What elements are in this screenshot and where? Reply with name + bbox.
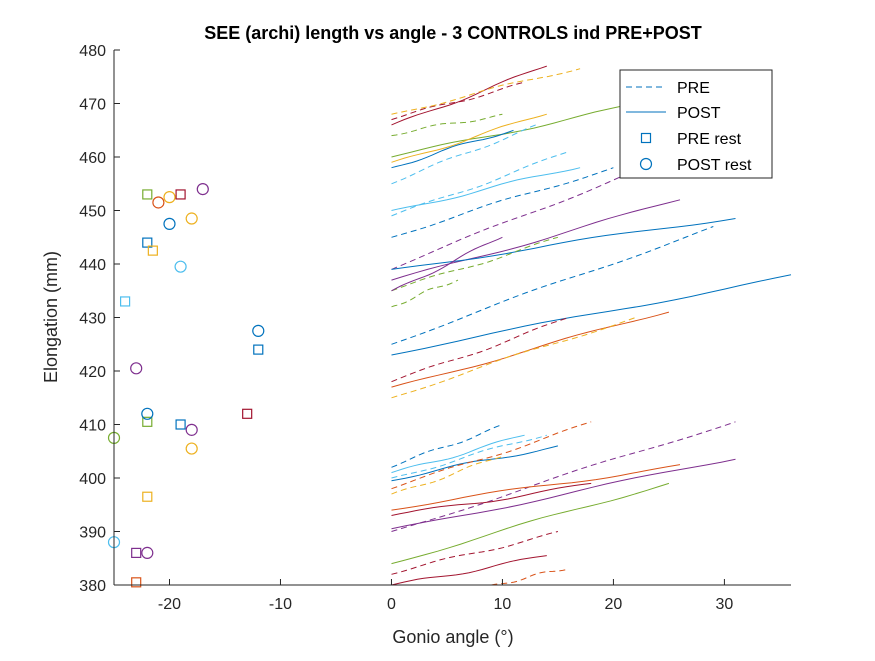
series-line-16 — [391, 236, 503, 292]
legend-label-2: PRE rest — [677, 131, 742, 148]
series-line-29 — [391, 464, 681, 511]
series-line-12 — [391, 199, 681, 281]
post-rest-marker-21 — [185, 423, 198, 436]
y-tick-label-10: 480 — [79, 43, 106, 60]
series-line-33 — [391, 531, 559, 575]
legend-post-rest-marker — [639, 157, 653, 171]
series-layer — [391, 65, 792, 586]
pre-rest-marker-3 — [147, 245, 158, 256]
series-line-6 — [391, 129, 514, 169]
series-line-1 — [391, 65, 547, 126]
post-rest-marker-16 — [163, 217, 176, 230]
series-line-24 — [391, 434, 547, 479]
series-line-10 — [391, 167, 614, 238]
y-tick-label-7: 450 — [79, 204, 106, 221]
series-line-28 — [391, 421, 736, 532]
series-line-21 — [391, 317, 636, 399]
post-rest-marker-19 — [130, 362, 143, 375]
series-line-0 — [391, 81, 525, 121]
series-line-30 — [391, 482, 592, 516]
x-axis-label: Gonio angle (°) — [392, 627, 513, 647]
post-rest-marker-15 — [185, 212, 198, 225]
series-line-14 — [391, 226, 714, 345]
series-line-19 — [391, 317, 570, 383]
legend: PRE POST PRE rest POST rest — [619, 69, 773, 179]
post-rest-marker-17 — [174, 260, 187, 273]
legend-label-0: PRE — [677, 80, 710, 97]
pre-rest-marker-2 — [142, 237, 153, 248]
series-line-23 — [391, 434, 525, 474]
series-line-17 — [391, 279, 459, 308]
series-line-2 — [391, 68, 581, 115]
legend-pre-rest-marker — [640, 132, 652, 144]
post-rest-marker-23 — [185, 442, 198, 455]
y-tick-label-8: 460 — [79, 150, 106, 167]
x-tick-label-4: 20 — [605, 596, 623, 613]
post-rest-marker-13 — [163, 191, 176, 204]
legend-label-3: POST rest — [677, 157, 752, 174]
y-tick-label-0: 380 — [79, 578, 106, 595]
series-line-3 — [391, 113, 503, 137]
y-axis-label: Elongation (mm) — [41, 251, 61, 383]
legend-label-1: POST — [677, 105, 721, 122]
y-ticks: 380 390 400 410 420 430 440 450 460 470 480 — [79, 43, 120, 595]
pre-rest-marker-4 — [119, 296, 131, 307]
series-line-15 — [391, 236, 559, 292]
y-tick-label-9: 470 — [79, 97, 106, 114]
series-line-5 — [391, 113, 547, 163]
y-tick-label-4: 420 — [79, 364, 106, 381]
series-line-20 — [391, 311, 670, 388]
pre-rest-marker-11 — [131, 577, 142, 588]
chart-title: SEE (archi) length vs angle - 3 CONTROLS… — [204, 23, 702, 43]
x-tick-label-0: -20 — [158, 596, 181, 613]
series-line-31 — [391, 458, 736, 530]
y-tick-label-3: 410 — [79, 418, 106, 435]
series-line-11 — [391, 151, 681, 270]
pre-rest-marker-0 — [142, 189, 153, 200]
series-line-9 — [391, 167, 581, 211]
post-rest-marker-12 — [196, 183, 209, 196]
pre-rest-marker-7 — [142, 416, 153, 427]
post-rest-marker-18 — [252, 324, 265, 337]
x-tick-label-2: 0 — [387, 596, 396, 613]
series-line-32 — [391, 482, 670, 565]
pre-rest-marker-8 — [175, 419, 186, 430]
series-line-34 — [391, 555, 547, 586]
series-line-25 — [391, 445, 559, 482]
post-rest-marker-20 — [141, 407, 154, 420]
y-tick-label-2: 400 — [79, 471, 106, 488]
series-line-13 — [391, 218, 736, 270]
x-tick-label-5: 30 — [716, 596, 734, 613]
series-line-35 — [491, 568, 570, 586]
pre-rest-marker-9 — [142, 491, 153, 502]
post-rest-marker-25 — [141, 546, 154, 560]
series-line-26 — [391, 421, 592, 490]
pre-rest-marker-10 — [131, 547, 142, 559]
series-line-22 — [391, 424, 503, 468]
y-tick-label-6: 440 — [79, 257, 106, 274]
pre-rest-marker-5 — [253, 344, 264, 355]
pre-rest-marker-6 — [242, 408, 253, 419]
pre-rest-marker-1 — [175, 189, 186, 200]
x-tick-label-3: 10 — [494, 596, 512, 613]
x-tick-label-1: -10 — [269, 596, 292, 613]
series-line-18 — [391, 274, 792, 356]
x-ticks: -20 -10 0 10 20 30 — [158, 579, 733, 613]
legend-box — [619, 69, 773, 179]
y-tick-label-1: 390 — [79, 525, 106, 542]
y-tick-label-5: 430 — [79, 311, 106, 328]
post-rest-marker-14 — [152, 196, 165, 209]
series-line-4 — [391, 103, 636, 158]
